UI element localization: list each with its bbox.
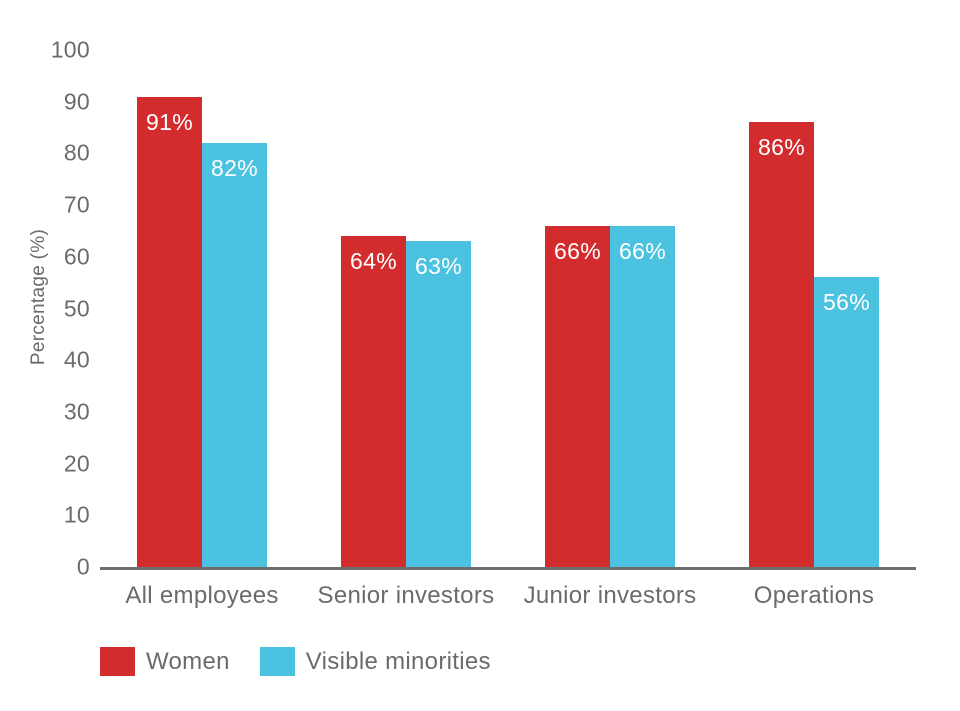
- x-category-label: Junior investors: [523, 582, 697, 609]
- y-tick-label: 10: [63, 501, 90, 528]
- bar-value-label: 82%: [211, 155, 258, 182]
- legend-item: Women: [100, 647, 230, 676]
- x-axis-line: [100, 567, 916, 570]
- bar-women: 91%: [137, 96, 202, 567]
- legend-swatch: [100, 647, 135, 676]
- legend-item: Visible minorities: [259, 647, 491, 676]
- y-tick-label: 50: [63, 295, 90, 321]
- x-category-label: Operations: [753, 582, 875, 609]
- plot-area: 91% 82% 64% 63% 66% 66% 86% 56%: [100, 50, 916, 567]
- legend-label: Visible minorities: [305, 647, 491, 675]
- x-axis-labels: All employees Senior investors Junior inve…: [100, 582, 916, 610]
- bar-visible-minorities: 66%: [610, 225, 675, 567]
- y-tick-label: 90: [63, 88, 90, 115]
- bar-group: 64% 63%: [341, 50, 471, 567]
- x-category-label: All employees: [125, 582, 279, 609]
- y-tick-label: 0: [76, 553, 90, 580]
- bar-women: 86%: [749, 122, 814, 567]
- bar-value-label: 86%: [758, 134, 805, 161]
- y-tick-label: 100: [50, 36, 90, 63]
- y-tick-label: 80: [63, 139, 90, 166]
- bar-visible-minorities: 56%: [814, 277, 879, 567]
- x-category-label: Senior investors: [317, 582, 495, 609]
- bar-value-label: 91%: [146, 108, 193, 135]
- y-tick-label: 60: [63, 243, 90, 270]
- bar-value-label: 66%: [554, 237, 601, 264]
- legend-swatch: [259, 647, 295, 676]
- y-tick-label: 20: [63, 450, 90, 477]
- legend-label: Women: [146, 647, 230, 675]
- bar-visible-minorities: 63%: [406, 241, 471, 567]
- bar-value-label: 64%: [350, 248, 397, 275]
- bar-value-label: 66%: [619, 237, 666, 264]
- bar-group: 91% 82%: [137, 50, 267, 567]
- y-axis: 0 10 20 30 40 50 60 70 80 90 100: [0, 38, 90, 578]
- y-tick-label: 70: [63, 191, 90, 218]
- bar-women: 64%: [341, 236, 406, 567]
- bar-group: 86% 56%: [749, 50, 879, 567]
- bar-value-label: 63%: [415, 253, 462, 280]
- y-tick-label: 40: [63, 346, 90, 373]
- bar-group: 66% 66%: [545, 50, 675, 567]
- bar-value-label: 56%: [823, 289, 870, 316]
- y-tick-label: 30: [63, 398, 90, 425]
- bar-women: 66%: [545, 225, 610, 567]
- legend: Women Visible minorities: [100, 647, 491, 676]
- bar-visible-minorities: 82%: [202, 143, 267, 567]
